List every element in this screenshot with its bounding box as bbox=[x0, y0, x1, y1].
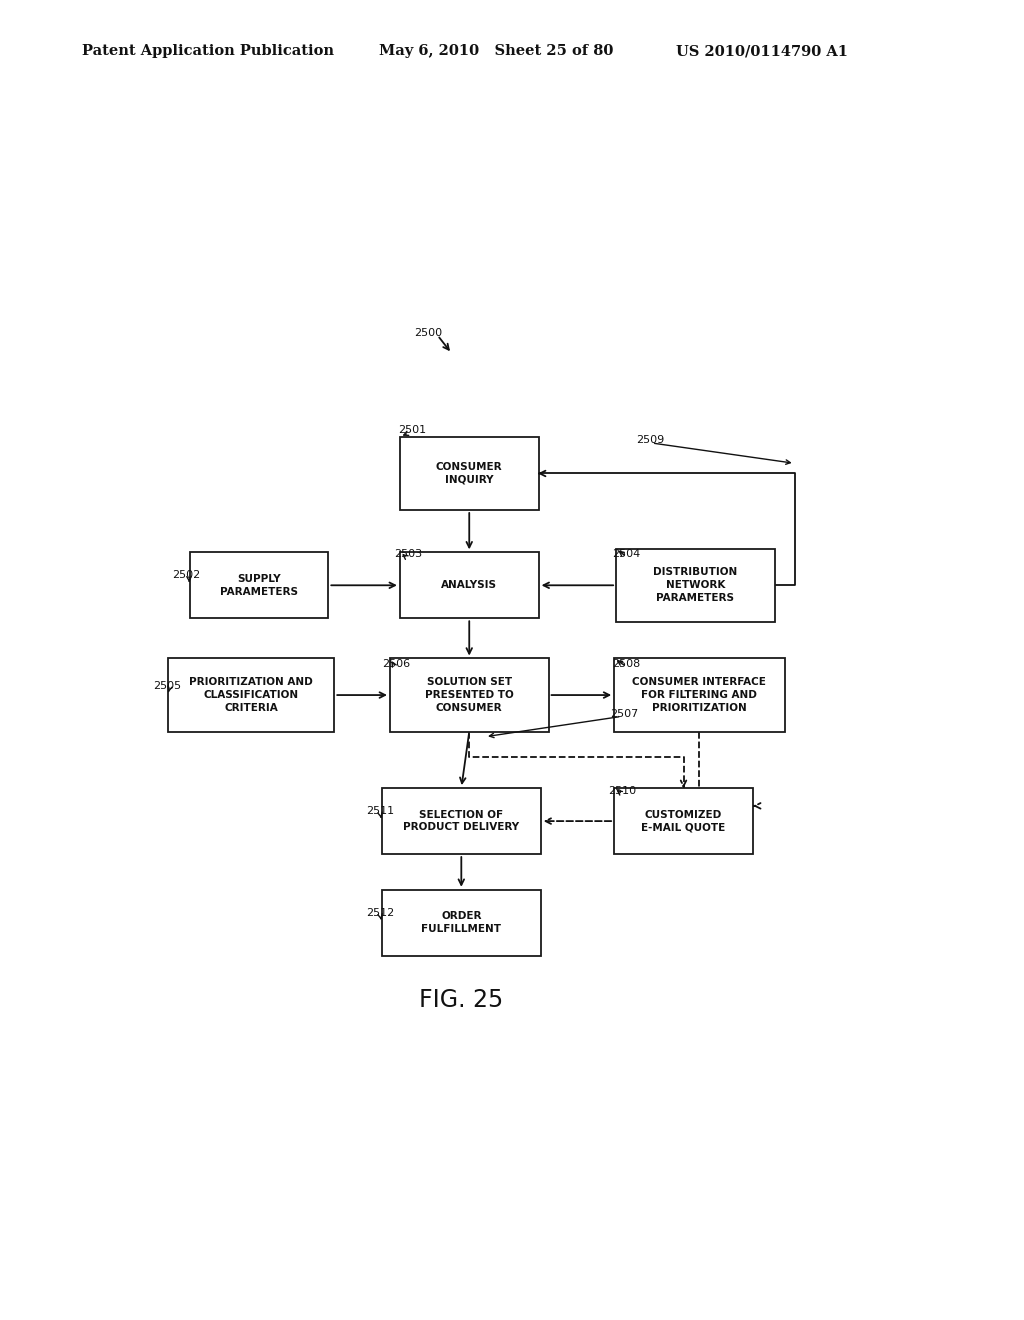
Text: 2507: 2507 bbox=[610, 709, 639, 719]
Text: 2505: 2505 bbox=[154, 681, 181, 690]
Text: FIG. 25: FIG. 25 bbox=[419, 989, 504, 1012]
Text: 2511: 2511 bbox=[367, 807, 394, 816]
Bar bbox=[399, 437, 539, 510]
Text: DISTRIBUTION
NETWORK
PARAMETERS: DISTRIBUTION NETWORK PARAMETERS bbox=[653, 568, 737, 603]
Text: 2506: 2506 bbox=[382, 659, 410, 669]
Text: CUSTOMIZED
E-MAIL QUOTE: CUSTOMIZED E-MAIL QUOTE bbox=[641, 809, 726, 833]
Text: ANALYSIS: ANALYSIS bbox=[441, 581, 498, 590]
Text: SOLUTION SET
PRESENTED TO
CONSUMER: SOLUTION SET PRESENTED TO CONSUMER bbox=[425, 677, 514, 713]
Text: PRIORITIZATION AND
CLASSIFICATION
CRITERIA: PRIORITIZATION AND CLASSIFICATION CRITER… bbox=[189, 677, 313, 713]
Text: 2504: 2504 bbox=[612, 549, 640, 558]
Bar bbox=[168, 659, 334, 731]
Text: 2500: 2500 bbox=[414, 329, 441, 338]
Text: 2501: 2501 bbox=[397, 425, 426, 434]
Text: 2503: 2503 bbox=[394, 549, 422, 558]
Text: SUPPLY
PARAMETERS: SUPPLY PARAMETERS bbox=[220, 574, 298, 597]
Bar bbox=[614, 788, 753, 854]
Text: 2510: 2510 bbox=[608, 785, 636, 796]
Text: 2502: 2502 bbox=[172, 570, 200, 581]
Text: May 6, 2010   Sheet 25 of 80: May 6, 2010 Sheet 25 of 80 bbox=[379, 45, 613, 58]
Bar bbox=[189, 552, 329, 618]
Text: 2508: 2508 bbox=[612, 659, 640, 669]
Text: 2512: 2512 bbox=[367, 908, 394, 917]
Text: Patent Application Publication: Patent Application Publication bbox=[82, 45, 334, 58]
Text: CONSUMER INTERFACE
FOR FILTERING AND
PRIORITIZATION: CONSUMER INTERFACE FOR FILTERING AND PRI… bbox=[633, 677, 766, 713]
Bar bbox=[390, 659, 549, 731]
Bar bbox=[616, 549, 775, 622]
Bar bbox=[399, 552, 539, 618]
Text: 2509: 2509 bbox=[636, 436, 665, 445]
Text: US 2010/0114790 A1: US 2010/0114790 A1 bbox=[676, 45, 848, 58]
Bar bbox=[382, 890, 541, 956]
Bar bbox=[382, 788, 541, 854]
Bar bbox=[614, 659, 784, 731]
Text: ORDER
FULFILLMENT: ORDER FULFILLMENT bbox=[421, 911, 502, 935]
Text: SELECTION OF
PRODUCT DELIVERY: SELECTION OF PRODUCT DELIVERY bbox=[403, 809, 519, 833]
Text: CONSUMER
INQUIRY: CONSUMER INQUIRY bbox=[436, 462, 503, 484]
